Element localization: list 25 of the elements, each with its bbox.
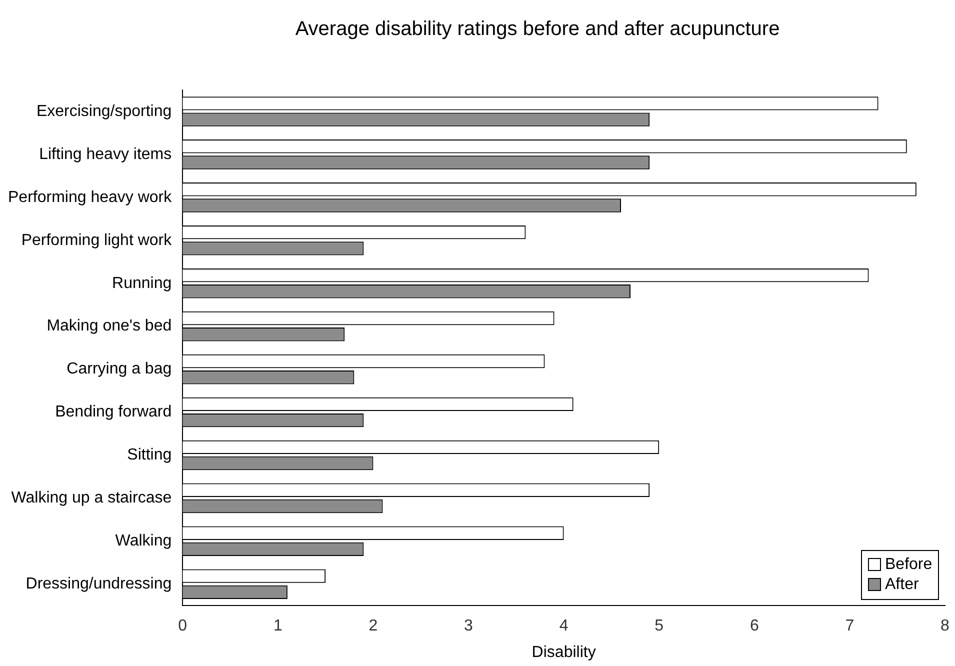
y-tick-label: Lifting heavy items — [39, 146, 172, 163]
x-tick-label: 5 — [654, 618, 664, 635]
x-tick-label: 3 — [464, 618, 474, 635]
x-tick-label: 2 — [368, 618, 378, 635]
y-tick-label: Running — [112, 274, 172, 292]
y-tick-label: Walking — [115, 532, 172, 550]
y-tick-label: Making one's bed — [46, 318, 172, 335]
legend-label: After — [885, 576, 919, 594]
y-tick-label: Bending forward — [55, 404, 172, 421]
x-tick-label: 8 — [940, 618, 950, 635]
text: Before — [885, 556, 932, 574]
y-tick-label: Walking up a staircase — [11, 490, 172, 507]
y-tick-label: Dressing/undressing — [26, 576, 172, 593]
y-tick-label: Carrying a bag — [66, 360, 172, 378]
y-tick-label: Exercising/sporting — [36, 102, 172, 120]
x-tick-label: 1 — [273, 618, 282, 635]
chart-title: Average disability ratings before and after acupuncture — [294, 18, 781, 41]
y-tick-label: Performing light work — [21, 232, 173, 249]
x-tick-label: 6 — [750, 618, 759, 635]
y-tick-label: Sitting — [127, 446, 172, 464]
x-axis-title: Disability — [532, 644, 596, 661]
y-tick-label: Performing heavy work — [8, 188, 173, 206]
x-tick-label: 0 — [178, 618, 188, 635]
x-tick-label: 7 — [845, 618, 854, 635]
x-tick-label: 4 — [559, 618, 568, 635]
